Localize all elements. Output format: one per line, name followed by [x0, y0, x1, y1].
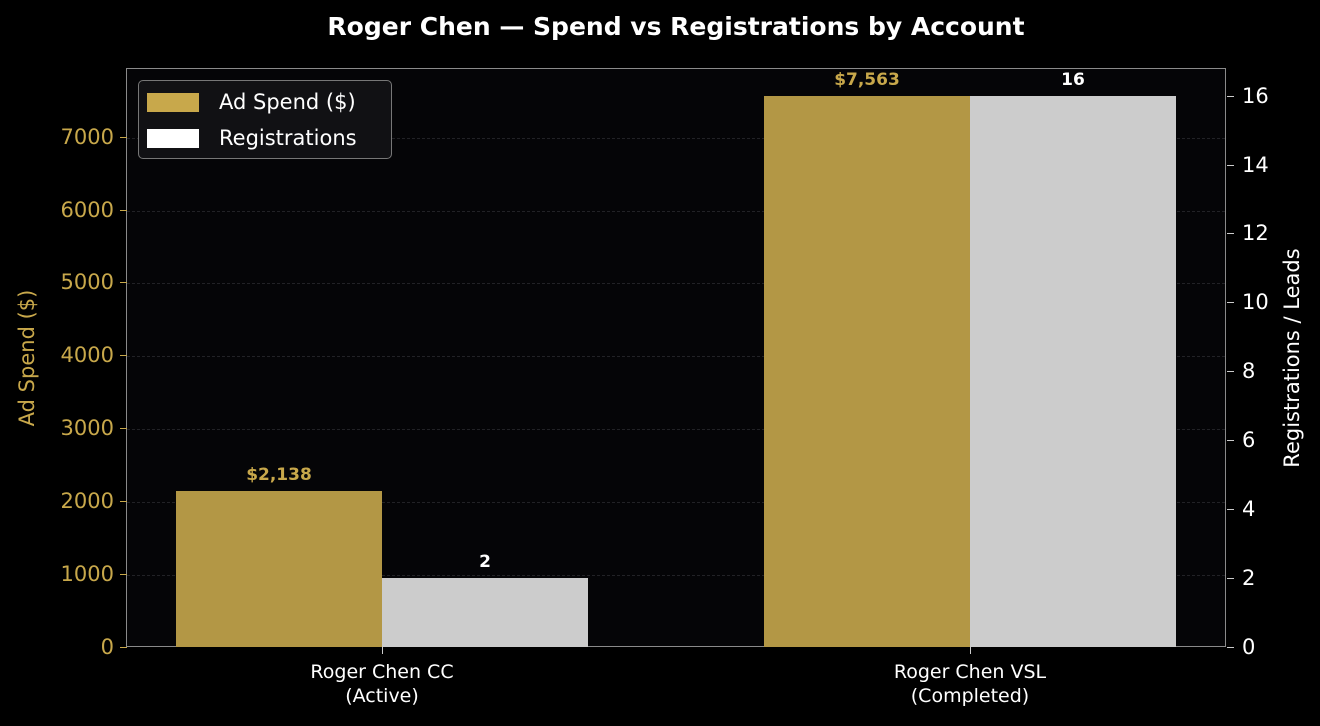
gridline — [127, 575, 1225, 577]
y-tick-left: 4000 — [60, 343, 128, 368]
y-tick-right: 0 — [1226, 635, 1256, 659]
x-tick-label: Roger Chen VSL (Completed) — [893, 661, 1047, 707]
gridline — [127, 137, 1225, 139]
y-tick-right: 2 — [1226, 566, 1256, 591]
y-tick-right: 12 — [1227, 221, 1269, 246]
legend-label: Ad Spend ($) — [219, 90, 356, 114]
bar-ad-spend — [764, 95, 970, 647]
y-tick-right: 16 — [1227, 83, 1269, 108]
y-axis-label-left: Ad Spend ($) — [15, 289, 39, 427]
y-tick-left: 0 — [100, 635, 128, 659]
bar-registrations — [382, 578, 588, 647]
y-tick-left: 3000 — [60, 416, 128, 441]
legend-swatch-ad-spend — [147, 92, 199, 112]
x-tick-mark — [970, 647, 971, 654]
legend-label: Registrations — [219, 126, 357, 150]
gridline — [127, 356, 1225, 358]
y-tick-right: 6 — [1226, 428, 1256, 453]
chart-title: Roger Chen — Spend vs Registrations by A… — [327, 12, 1025, 41]
bar-registrations — [970, 95, 1176, 647]
x-tick-label: Roger Chen CC (Active) — [310, 661, 454, 707]
y-tick-right: 10 — [1227, 290, 1269, 315]
legend-item-ad-spend: Ad Spend ($) — [147, 90, 356, 114]
y-tick-right: 4 — [1226, 497, 1256, 522]
legend-swatch-registrations — [147, 128, 199, 148]
y-tick-left: 5000 — [60, 270, 128, 295]
bar-value-label: $7,563 — [834, 69, 900, 90]
legend-item-registrations: Registrations — [147, 126, 357, 150]
legend: Ad Spend ($) Registrations — [138, 80, 392, 159]
y-tick-right: 8 — [1226, 359, 1256, 384]
y-tick-left: 2000 — [60, 489, 128, 514]
y-tick-right: 14 — [1227, 152, 1269, 177]
gridline — [127, 502, 1225, 504]
bar-value-label: $2,138 — [246, 465, 312, 486]
y-tick-left: 1000 — [60, 562, 128, 587]
bar-value-label: 2 — [479, 552, 491, 573]
gridline — [127, 429, 1225, 431]
x-tick-mark — [382, 647, 383, 654]
gridline — [127, 283, 1225, 285]
y-axis-label-right: Registrations / Leads — [1280, 248, 1304, 468]
y-tick-left: 7000 — [60, 124, 128, 149]
bar-ad-spend — [176, 491, 382, 647]
gridline — [127, 210, 1225, 212]
bar-value-label: 16 — [1061, 69, 1085, 90]
y-tick-left: 6000 — [60, 197, 128, 222]
